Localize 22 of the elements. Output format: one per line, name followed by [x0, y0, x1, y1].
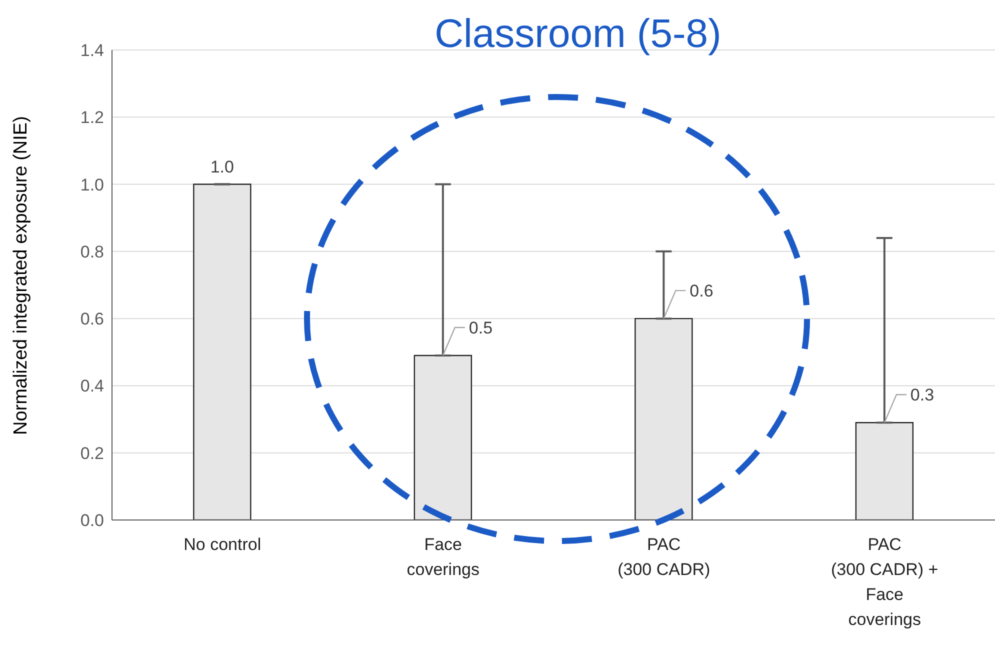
bar: [193, 184, 252, 520]
y-tick-label: 1.0: [80, 175, 104, 194]
chart-title: Classroom (5-8): [434, 12, 722, 57]
data-label: 1.0: [210, 157, 234, 176]
y-tick-label: 0.6: [80, 310, 104, 329]
x-tick-label: Face coverings: [406, 535, 480, 579]
bar: [855, 422, 914, 520]
y-tick-label: 0.2: [80, 444, 104, 463]
x-tick-label: PAC (300 CADR): [618, 535, 710, 579]
y-tick-label: 0.0: [80, 511, 104, 530]
y-axis-title: Normalized integrated exposure (NIE): [10, 116, 32, 435]
x-tick-label: No control: [184, 535, 262, 554]
data-label: 0.3: [910, 386, 934, 405]
bar: [414, 354, 472, 520]
data-label: 0.5: [468, 318, 493, 338]
y-tick-label: 1.4: [80, 41, 104, 60]
y-tick-label: 0.4: [80, 376, 104, 396]
x-tick-label: PAC (300 CADR) + Face coverings: [831, 535, 938, 629]
bar: [634, 318, 693, 520]
y-tick-label: 1.2: [80, 108, 104, 128]
y-tick-label: 0.8: [80, 242, 104, 262]
data-label: 0.6: [690, 282, 714, 301]
